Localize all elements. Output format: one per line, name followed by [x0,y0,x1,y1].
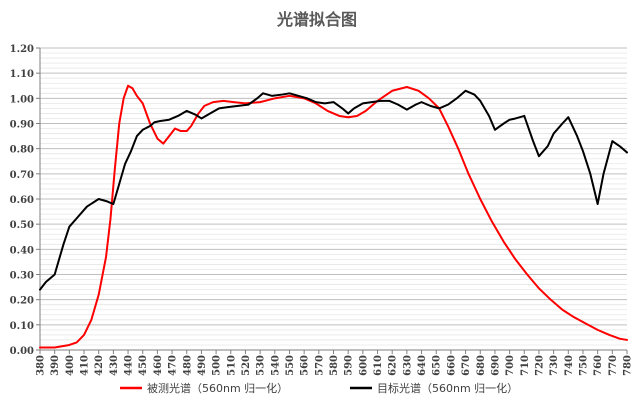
y-tick-label: 0.00 [10,346,34,357]
series-layer [39,84,628,349]
y-tick-label: 1.10 [10,69,34,80]
x-tick-label: 610 [373,355,384,376]
y-tick-label: 0.30 [10,271,34,282]
legend-label-target: 目标光谱（560nm 归一化） [377,381,518,395]
x-tick-label: 400 [65,355,76,376]
x-tick-label: 510 [226,355,237,376]
x-tick-label: 760 [593,355,604,376]
y-tick-label: 0.20 [10,296,34,307]
y-tick-label: 0.40 [10,245,34,256]
x-tick-label: 640 [417,355,428,376]
x-tick-label: 660 [446,355,457,376]
axes: 0.00 0.10 0.20 0.30 0.40 0.50 0.60 0.70 0.80 0.90… [10,44,634,376]
x-tick-label: 700 [505,355,516,376]
x-tick-label: 720 [534,355,545,376]
x-tick-label: 690 [490,355,501,376]
x-tick-label: 430 [109,355,120,376]
chart-title: 光谱拟合图 [276,10,357,29]
x-tick-label: 540 [270,355,281,376]
x-tick-label: 380 [36,355,47,376]
x-tick-label: 680 [476,355,487,376]
x-tick-label: 750 [578,355,589,376]
y-tick-label: 0.60 [10,195,34,206]
x-tick-label: 450 [138,355,149,376]
x-tick-label: 630 [402,355,413,376]
y-tick-label: 1.00 [10,94,34,105]
x-tick-label: 600 [358,355,369,376]
y-tick-label: 0.80 [10,145,34,156]
x-tick-label: 780 [623,355,634,376]
x-tick-label: 590 [344,355,355,376]
x-tick-label: 740 [564,355,575,376]
x-tick-label: 460 [153,355,164,376]
x-tick-label: 530 [256,355,267,376]
legend: 被测光谱（560nm 归一化） 目标光谱（560nm 归一化） [120,381,518,395]
x-tick-label: 420 [94,355,105,376]
x-tick-label: 410 [80,355,91,376]
x-tick-label: 770 [608,355,619,376]
x-tick-label: 730 [549,355,560,376]
series-line-measured [39,84,628,349]
y-tick-label: 0.10 [10,321,34,332]
legend-label-measured: 被测光谱（560nm 归一化） [147,381,288,395]
x-tick-label: 500 [212,355,223,376]
series-line-target [39,89,628,291]
x-tick-label: 390 [50,355,61,376]
x-tick-label: 670 [461,355,472,376]
y-tick-label: 0.70 [10,170,34,181]
y-tick-label: 0.50 [10,220,34,231]
y-tick-label: 1.20 [10,44,34,55]
x-tick-label: 560 [300,355,311,376]
x-tick-label: 520 [241,355,252,376]
gridlines [40,47,627,351]
x-tick-label: 710 [520,355,531,376]
x-tick-label: 470 [168,355,179,376]
x-tick-label: 650 [432,355,443,376]
x-tick-label: 490 [197,355,208,376]
x-tick-label: 620 [388,355,399,376]
x-tick-label: 580 [329,355,340,376]
x-tick-label: 570 [314,355,325,376]
x-tick-label: 440 [124,355,135,376]
y-tick-label: 0.90 [10,120,34,131]
x-tick-label: 550 [285,355,296,376]
x-tick-label: 480 [182,355,193,376]
